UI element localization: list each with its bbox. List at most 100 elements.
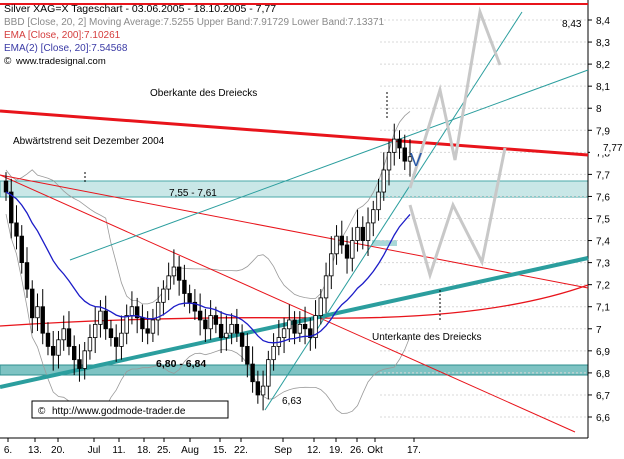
x-tick-label: Jul bbox=[88, 445, 101, 456]
credit-box bbox=[31, 400, 229, 419]
ema-20-line bbox=[5, 191, 411, 344]
candle-body bbox=[56, 339, 61, 356]
candle-body bbox=[308, 328, 313, 338]
y-tick-label: 7,4 bbox=[596, 237, 610, 248]
candle-body bbox=[77, 359, 82, 369]
candle-body bbox=[260, 385, 266, 396]
x-tick-label: 26. bbox=[350, 445, 364, 456]
candle-body bbox=[355, 226, 360, 241]
candle-body bbox=[182, 279, 187, 294]
x-tick-label: 25. bbox=[157, 445, 171, 456]
candle-body bbox=[35, 306, 40, 319]
candle-body bbox=[339, 235, 344, 246]
resistance-zone bbox=[0, 180, 589, 198]
x-tick-label: Okt bbox=[367, 445, 383, 456]
candle-body bbox=[150, 319, 156, 334]
candle-body bbox=[166, 275, 171, 290]
candle-body bbox=[19, 235, 24, 264]
candle-body bbox=[124, 315, 129, 334]
candle-body bbox=[208, 315, 213, 330]
candle-body bbox=[14, 222, 19, 237]
candle-body bbox=[187, 293, 192, 303]
candle-body bbox=[302, 323, 308, 330]
ema20-legend: EMA(2) [Close, 20]:7.54568 bbox=[4, 43, 128, 54]
candle-body bbox=[365, 222, 371, 241]
candle-body bbox=[108, 328, 114, 338]
candle-body bbox=[297, 323, 303, 334]
candle-body bbox=[344, 244, 350, 259]
tradesignal-link[interactable]: www.tradesignal.com bbox=[15, 56, 106, 67]
candle-body bbox=[281, 328, 287, 338]
candle-body bbox=[161, 288, 166, 303]
x-axis-ticks: 6. 13. 20. Jul 11. 18. 25. Aug 15. 22. Sep 12. 19. 26… bbox=[4, 438, 421, 456]
bollinger-legend: BBD [Close, 20, 2] Moving Average:7.5255… bbox=[4, 17, 385, 28]
candle-body bbox=[255, 381, 261, 396]
y-tick-label: 7,5 bbox=[596, 215, 610, 226]
candle-body bbox=[103, 310, 108, 330]
candle-body bbox=[271, 346, 276, 361]
downtrend-line-1 bbox=[0, 174, 589, 289]
x-tick-label: 11. bbox=[112, 445, 125, 456]
last-price-box bbox=[590, 140, 624, 154]
candle-body bbox=[134, 306, 140, 319]
candle-body bbox=[197, 310, 203, 321]
low-label: 6,63 bbox=[282, 396, 302, 407]
candle-body bbox=[224, 332, 229, 339]
candle-body bbox=[9, 191, 14, 224]
candle-body bbox=[51, 346, 56, 356]
candle-body bbox=[239, 332, 245, 347]
y-tick-label: 8,2 bbox=[596, 60, 610, 71]
candle-body bbox=[61, 328, 66, 341]
projection-path-upper bbox=[408, 6, 502, 189]
candle-body bbox=[72, 346, 77, 361]
candle-body bbox=[371, 209, 376, 224]
candle-body bbox=[334, 235, 339, 255]
x-tick-label: 22. bbox=[234, 445, 248, 456]
y-tick-label: 6,8 bbox=[596, 369, 610, 380]
candle-body bbox=[229, 323, 234, 334]
v-marker: V bbox=[410, 150, 422, 170]
x-tick-label: 15. bbox=[213, 445, 227, 456]
candle-body bbox=[292, 319, 297, 334]
small-zone bbox=[372, 240, 397, 246]
bollinger-lower-band bbox=[5, 214, 411, 415]
upper-edge-label: Oberkante des Dreiecks bbox=[150, 88, 257, 99]
candle-body bbox=[155, 301, 161, 321]
candle-body bbox=[250, 363, 255, 383]
y-tick-label: 8 bbox=[596, 104, 602, 115]
resistance-zone-label: 7,55 - 7,61 bbox=[169, 188, 217, 199]
y-tick-label: 7,3 bbox=[596, 259, 610, 270]
x-tick-label: 17. bbox=[407, 445, 421, 456]
candle-body bbox=[402, 147, 407, 162]
support-zone-label: 6,80 - 6,84 bbox=[156, 358, 206, 370]
y-tick-label: 6,6 bbox=[596, 413, 610, 424]
candle-body bbox=[24, 262, 30, 290]
max-value-label: 8,43 bbox=[562, 19, 582, 30]
y-tick-label: 7,9 bbox=[596, 126, 610, 137]
candle-body bbox=[245, 346, 250, 365]
credit-link[interactable]: http://www.godmode-trader.de bbox=[52, 406, 186, 417]
candle-body bbox=[397, 138, 402, 149]
x-tick-label: 6. bbox=[4, 445, 12, 456]
copyright-icon: © bbox=[4, 56, 12, 67]
lower-edge-label: Unterkante des Dreiecks bbox=[372, 332, 482, 343]
x-tick-label: 19. bbox=[329, 445, 343, 456]
candle-body bbox=[119, 332, 124, 347]
candle-body bbox=[176, 266, 182, 281]
downtrend-label: Abwärtstrend seit Dezember 2004 bbox=[13, 136, 165, 147]
candle-body bbox=[171, 266, 177, 277]
candle-body bbox=[98, 310, 103, 325]
steep-uptrend-line bbox=[264, 11, 523, 411]
candle-body bbox=[192, 301, 198, 312]
y-tick-label: 6,7 bbox=[596, 391, 610, 402]
x-tick-label: 18. bbox=[137, 445, 151, 456]
candlesticks bbox=[3, 123, 413, 411]
candle-body bbox=[40, 306, 45, 334]
candle-body bbox=[360, 226, 365, 241]
candle-body bbox=[313, 315, 318, 338]
y-tick-label: 7,2 bbox=[596, 281, 610, 292]
candle-body bbox=[45, 332, 51, 347]
candle-body bbox=[287, 319, 292, 330]
